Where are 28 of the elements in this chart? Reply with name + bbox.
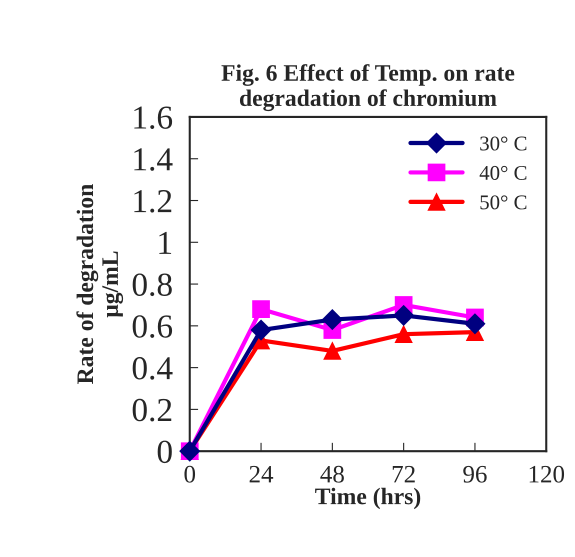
point	[394, 325, 413, 344]
x-tick-label: 48	[320, 466, 344, 483]
point	[464, 313, 486, 334]
x-tick-label: 0	[184, 466, 196, 483]
point	[250, 320, 272, 340]
y-tick-label: 1	[159, 232, 172, 254]
y-tick-label: 0.4	[132, 357, 173, 380]
point	[322, 309, 343, 330]
chart-title: Fig. 6 Effect of Temp. on rate degradation of chromium	[222, 64, 514, 112]
y-tick-label: 1.4	[134, 148, 173, 171]
point	[252, 300, 270, 318]
legend-label: 40° C	[480, 166, 526, 180]
y-tick-label: 0.6	[132, 315, 172, 338]
point	[393, 305, 414, 326]
x-tick-label: 120	[530, 466, 564, 483]
y-tick-label: 0.2	[132, 398, 172, 422]
x-tick-label: 96	[463, 466, 487, 483]
y-tick-label: 1.6	[134, 106, 172, 130]
x-axis-title: Time (hrs)	[315, 488, 420, 510]
y-tick-label: 1.2	[134, 190, 172, 213]
y-tick-label: 0.8	[132, 273, 172, 296]
x-tick-label: 72	[392, 466, 415, 482]
legend-label: 50° C	[480, 195, 526, 210]
legend-label: 30° C	[480, 136, 526, 151]
y-axis-title: Rate of degradation μg/mL	[76, 184, 124, 384]
y-tick-label: 0	[158, 440, 172, 464]
point	[323, 342, 342, 360]
x-tick-label: 24	[250, 466, 274, 482]
